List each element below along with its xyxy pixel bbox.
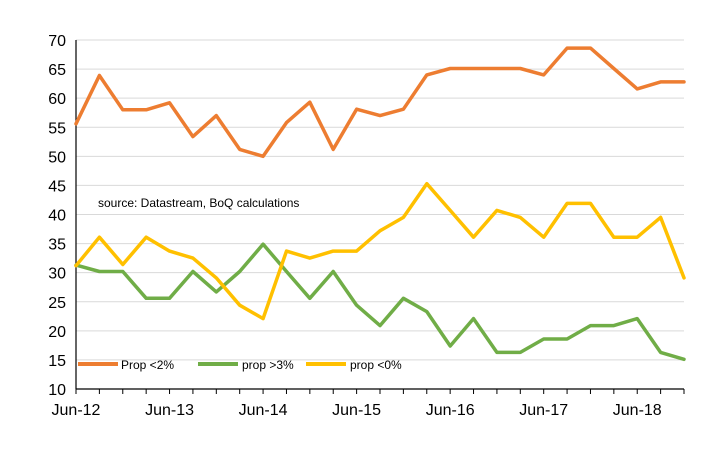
gridlines	[76, 39, 684, 361]
axes	[75, 40, 685, 394]
y-tick-label: 10	[48, 382, 66, 399]
x-tick-label: Jun-17	[519, 402, 568, 419]
legend-label-prop-lt0: prop <0%	[350, 358, 402, 372]
legend-label-prop-gt3: prop >3%	[242, 358, 294, 372]
legend-label-prop-lt2: Prop <2%	[121, 358, 174, 372]
y-tick-label: 25	[48, 295, 66, 312]
legend: Prop <2% prop >3% prop <0%	[78, 358, 402, 372]
x-tick-label: Jun-15	[332, 402, 381, 419]
source-annotation: source: Datastream, BoQ calculations	[98, 196, 299, 210]
y-tick-label: 35	[48, 237, 66, 254]
x-tick-label: Jun-14	[239, 402, 288, 419]
y-tick-label: 40	[48, 208, 66, 225]
y-tick-label: 45	[48, 178, 66, 195]
series-lines	[74, 46, 686, 362]
y-tick-label: 65	[48, 62, 66, 79]
series-line-0	[74, 46, 686, 159]
y-tick-label: 15	[48, 353, 66, 370]
x-tick-label: Jun-18	[613, 402, 662, 419]
y-tick-label: 70	[48, 33, 66, 50]
y-tick-label: 60	[48, 91, 66, 108]
series-line-2	[74, 181, 686, 321]
y-tick-label: 20	[48, 324, 66, 341]
tick-labels: 10 15 20 25 30 35 40 45 50 55 60 65 70 Jun-12 Jun-13 Ju…	[48, 33, 662, 419]
x-tick-label: Jun-16	[426, 402, 475, 419]
x-tick-label: Jun-13	[145, 402, 194, 419]
y-tick-label: 50	[48, 149, 66, 166]
y-tick-label: 55	[48, 120, 66, 137]
y-tick-label: 30	[48, 266, 66, 283]
x-tick-label: Jun-12	[52, 402, 101, 419]
series-line-1	[74, 242, 686, 362]
